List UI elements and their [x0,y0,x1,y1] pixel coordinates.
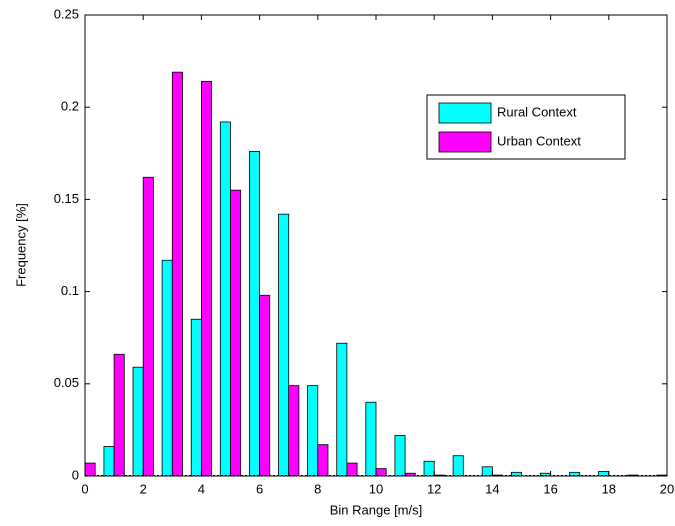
x-tick-label: 20 [660,481,674,496]
bar [219,121,231,476]
bar [569,471,581,476]
bar [307,385,319,476]
bar [249,151,260,476]
bar [288,385,300,476]
y-axis-label: Frequency [%] [13,203,28,287]
bar [317,444,329,476]
legend-swatch [438,131,492,153]
bar [404,472,416,476]
y-tick-label: 0.2 [61,99,79,114]
legend-label: Urban Context [497,133,581,148]
legend-label: Rural Context [497,104,577,119]
x-tick-label: 14 [485,481,499,496]
bar [200,80,212,476]
bar [132,366,144,476]
bar [481,466,493,476]
x-tick-label: 18 [602,481,616,496]
bar [103,446,115,476]
x-tick-label: 0 [81,481,88,496]
bar [161,259,173,476]
bar [365,401,377,476]
bar [113,353,125,476]
x-tick-label: 12 [427,481,441,496]
bar [230,189,242,476]
x-tick-label: 10 [369,481,383,496]
x-axis-label: Bin Range [m/s] [330,502,423,517]
bar [278,213,290,476]
y-tick-label: 0.1 [61,283,79,298]
y-tick-label: 0 [72,467,79,482]
y-tick-label: 0.25 [54,6,79,21]
x-tick-label: 6 [256,481,263,496]
x-tick-label: 16 [543,481,557,496]
bar [259,294,271,476]
bar [452,455,464,476]
bar [394,435,406,476]
bar [423,460,435,476]
bar [598,470,610,476]
bar [346,462,358,476]
y-tick-label: 0.05 [54,375,79,390]
bar [336,342,348,476]
bar [190,318,202,476]
y-tick-label: 0.15 [54,191,79,206]
bar [510,471,522,476]
bar [375,468,387,476]
legend-swatch [438,102,492,124]
x-tick-label: 8 [314,481,321,496]
bar [142,176,154,476]
bar [171,71,183,476]
bar [85,462,96,476]
x-tick-label: 2 [140,481,147,496]
x-tick-label: 4 [198,481,205,496]
